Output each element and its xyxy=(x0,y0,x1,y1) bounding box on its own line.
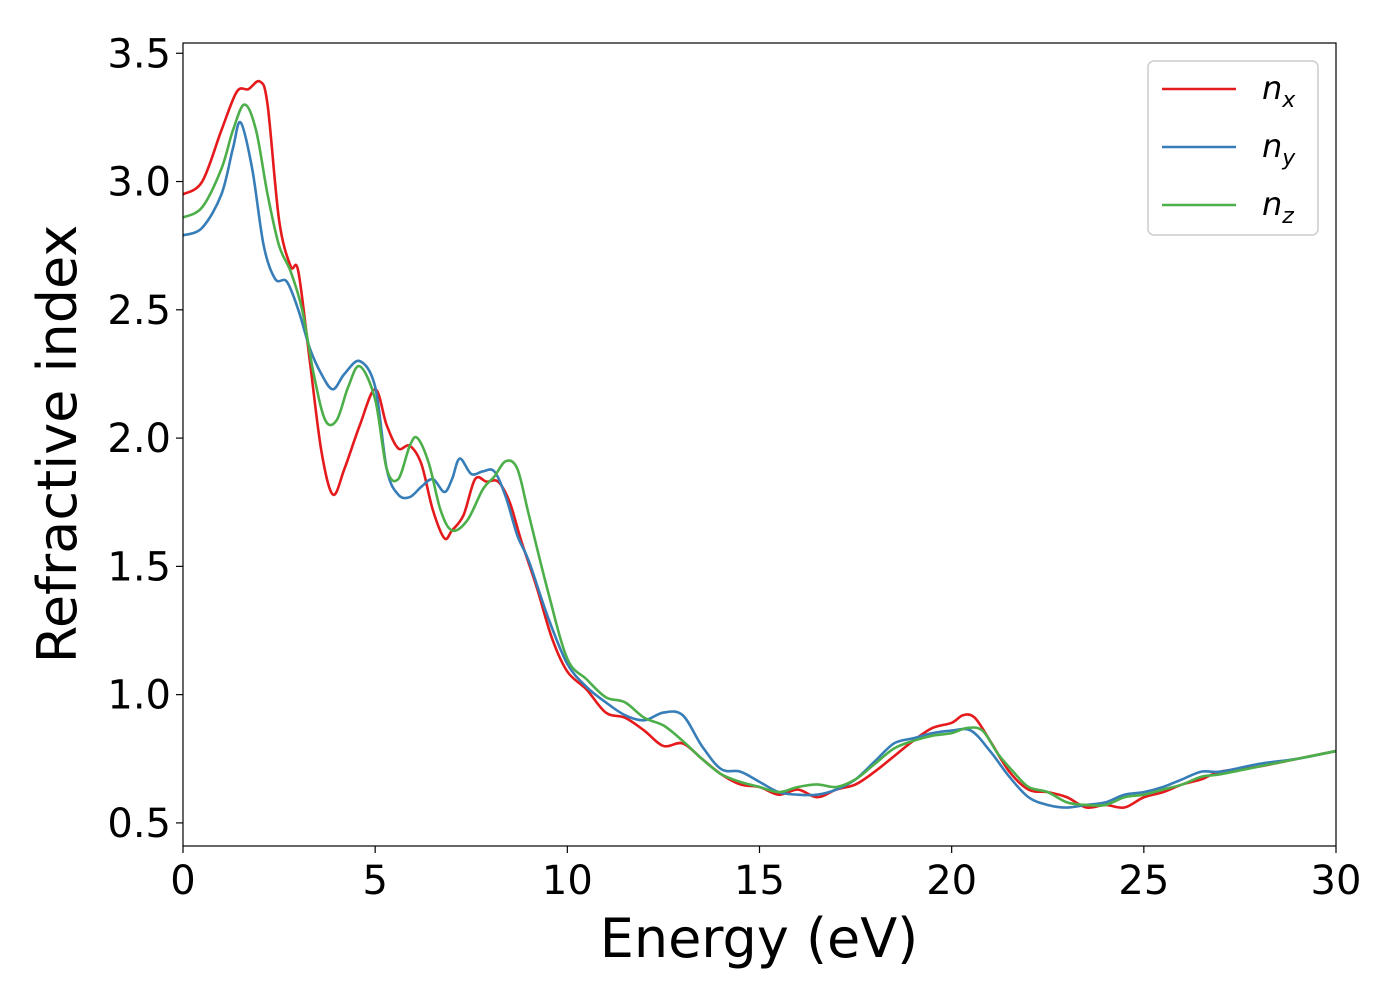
legend-label-x: nx xyxy=(1262,69,1296,113)
y-tick-label: 3.5 xyxy=(107,31,171,77)
legend-label-subscript: x xyxy=(1281,88,1296,113)
y-axis: 0.5 1.0 1.5 2.0 2.5 3.0 3.5 xyxy=(107,31,183,847)
series-line-y xyxy=(182,120,1337,809)
series-layer xyxy=(182,79,1337,810)
x-tick-label: 30 xyxy=(1311,858,1362,904)
y-tick-label: 2.0 xyxy=(107,416,171,462)
legend-label-base: n xyxy=(1262,185,1282,223)
plot-background xyxy=(183,43,1336,846)
x-axis-title: Energy (eV) xyxy=(600,907,919,970)
x-axis: 0 5 10 15 20 25 30 xyxy=(170,846,1361,904)
x-tick-label: 5 xyxy=(362,858,387,904)
x-tick-label: 10 xyxy=(542,858,593,904)
y-tick-label: 3.0 xyxy=(107,160,171,206)
x-tick-label: 0 xyxy=(170,858,195,904)
y-tick-label: 1.0 xyxy=(107,673,171,719)
legend-label-base: n xyxy=(1262,69,1282,107)
y-tick-label: 2.5 xyxy=(107,288,171,334)
y-tick-label: 0.5 xyxy=(107,801,171,847)
series-line-x xyxy=(182,79,1337,810)
legend-label-y: ny xyxy=(1262,127,1296,171)
legend-label-base: n xyxy=(1262,127,1282,165)
series-line-z xyxy=(182,103,1337,807)
x-tick-label: 20 xyxy=(926,858,977,904)
x-tick-label: 25 xyxy=(1118,858,1169,904)
y-tick-label: 1.5 xyxy=(107,544,171,590)
y-axis-title: Refractive index xyxy=(26,225,89,664)
x-tick-label: 15 xyxy=(734,858,785,904)
legend-label-subscript: z xyxy=(1281,204,1294,229)
legend-label-z: nz xyxy=(1262,185,1294,229)
legend-label-subscript: y xyxy=(1281,146,1296,171)
